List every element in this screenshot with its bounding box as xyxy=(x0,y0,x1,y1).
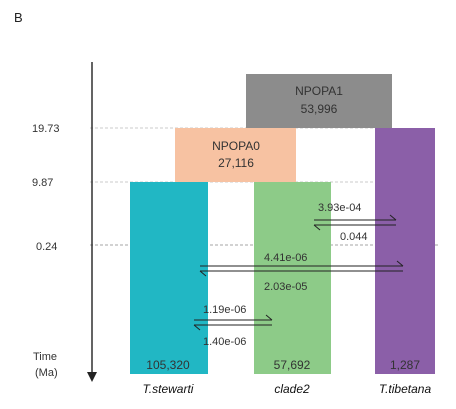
time-axis-unit: (Ma) xyxy=(35,367,58,379)
population-bar-tibetana xyxy=(375,128,435,374)
migration-arrows-stewarti-clade2 xyxy=(193,314,273,331)
migration-rate-tibetana-to-clade2: 0.044 xyxy=(340,231,368,243)
population-size-stewarti: 105,320 xyxy=(146,358,190,372)
migration-arrows-stewarti-tibetana xyxy=(199,260,404,277)
population-size-clade2: 57,692 xyxy=(274,358,311,372)
ancestor-box-npopa1 xyxy=(246,74,392,128)
migration-rate-stewarti-to-tibetana: 4.41e-06 xyxy=(264,252,307,264)
ancestor-box-npopa0 xyxy=(175,128,296,182)
species-label-stewarti: T.stewarti xyxy=(143,382,194,396)
population-bar-stewarti xyxy=(130,182,208,374)
species-label-clade2: clade2 xyxy=(274,382,310,396)
migration-arrows-clade2-tibetana xyxy=(313,214,397,231)
population-size-tibetana: 1,287 xyxy=(390,358,420,372)
migration-rate-clade2-to-tibetana: 3.93e-04 xyxy=(318,202,361,214)
time-tick-19-73: 19.73 xyxy=(32,123,60,135)
time-tick-9-87: 9.87 xyxy=(32,177,53,189)
time-tick-0-24: 0.24 xyxy=(36,241,57,253)
ancestor-size-npopa1: 53,996 xyxy=(301,102,338,116)
time-axis-label: Time xyxy=(33,351,57,363)
migration-rate-tibetana-to-stewarti: 2.03e-05 xyxy=(264,281,307,293)
ancestor-name-npopa1: NPOPA1 xyxy=(295,84,343,98)
panel-label: B xyxy=(14,10,23,25)
migration-rate-stewarti-to-clade2: 1.19e-06 xyxy=(203,304,246,316)
ancestor-name-npopa0: NPOPA0 xyxy=(212,139,260,153)
population-bar-clade2 xyxy=(254,182,331,374)
migration-rate-clade2-to-stewarti: 1.40e-06 xyxy=(203,336,246,348)
time-axis-arrowhead xyxy=(87,372,97,382)
species-label-tibetana: T.tibetana xyxy=(379,382,432,396)
ancestor-size-npopa0: 27,116 xyxy=(218,156,254,170)
